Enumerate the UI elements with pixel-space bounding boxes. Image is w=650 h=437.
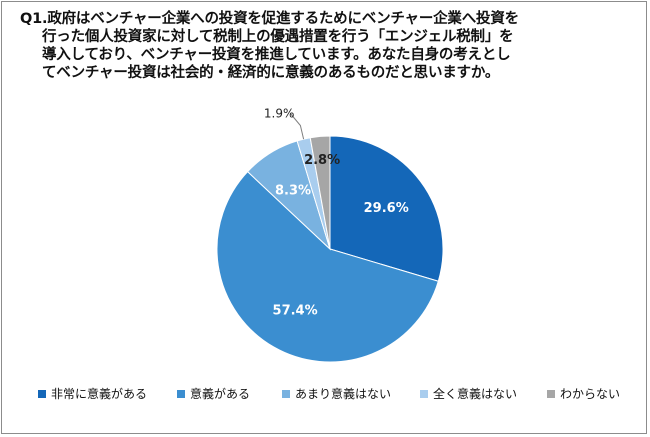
question-text: Q1.政府はベンチャー企業への投資を促進するためにベンチャー企業へ投資を 行った… <box>20 10 620 82</box>
data-label-4: 1.9% <box>264 107 295 121</box>
legend-item-5: わからない <box>547 385 620 402</box>
pie-slice-2 <box>216 170 439 363</box>
legend-swatch-3 <box>282 389 290 398</box>
legend-swatch-1 <box>38 389 46 398</box>
legend-item-1: 非常に意義がある <box>38 385 147 402</box>
pie-slice-1 <box>329 135 444 282</box>
legend-label-2: 意義がある <box>190 387 251 401</box>
data-label-5: 2.8% <box>304 153 340 168</box>
legend-item-3: あまり意義はない <box>282 385 391 402</box>
leader-line-4 <box>290 113 305 140</box>
question-line-3: 導入しており、ベンチャー投資を推進しています。あなた自身の考えとし <box>42 47 511 63</box>
data-label-3: 8.3% <box>275 184 311 199</box>
legend-label-1: 非常に意義がある <box>51 387 148 401</box>
question-line-1: Q1.政府はベンチャー企業への投資を促進するためにベンチャー企業へ投資を <box>20 11 519 27</box>
legend-swatch-5 <box>547 389 555 398</box>
pie-slice-5 <box>309 135 331 250</box>
legend-swatch-4 <box>420 389 428 398</box>
legend: 非常に意義がある 意義がある あまり意義はない 全く意義はない わからない <box>0 385 650 405</box>
legend-label-5: わからない <box>560 387 621 401</box>
question-line-4: てベンチャー投資は社会的・経済的に意義のあるものだと思いますか。 <box>42 65 500 81</box>
data-label-1: 29.6% <box>364 201 409 216</box>
legend-label-4: 全く意義はない <box>433 387 518 401</box>
legend-swatch-2 <box>177 389 185 398</box>
legend-label-3: あまり意義はない <box>295 387 392 401</box>
legend-item-4: 全く意義はない <box>420 385 517 402</box>
question-line-2: 行った個人投資家に対して税制上の優遇措置を行う「エンジェル税制」を <box>42 29 514 45</box>
data-label-2: 57.4% <box>273 304 318 319</box>
legend-item-2: 意義がある <box>177 385 250 402</box>
